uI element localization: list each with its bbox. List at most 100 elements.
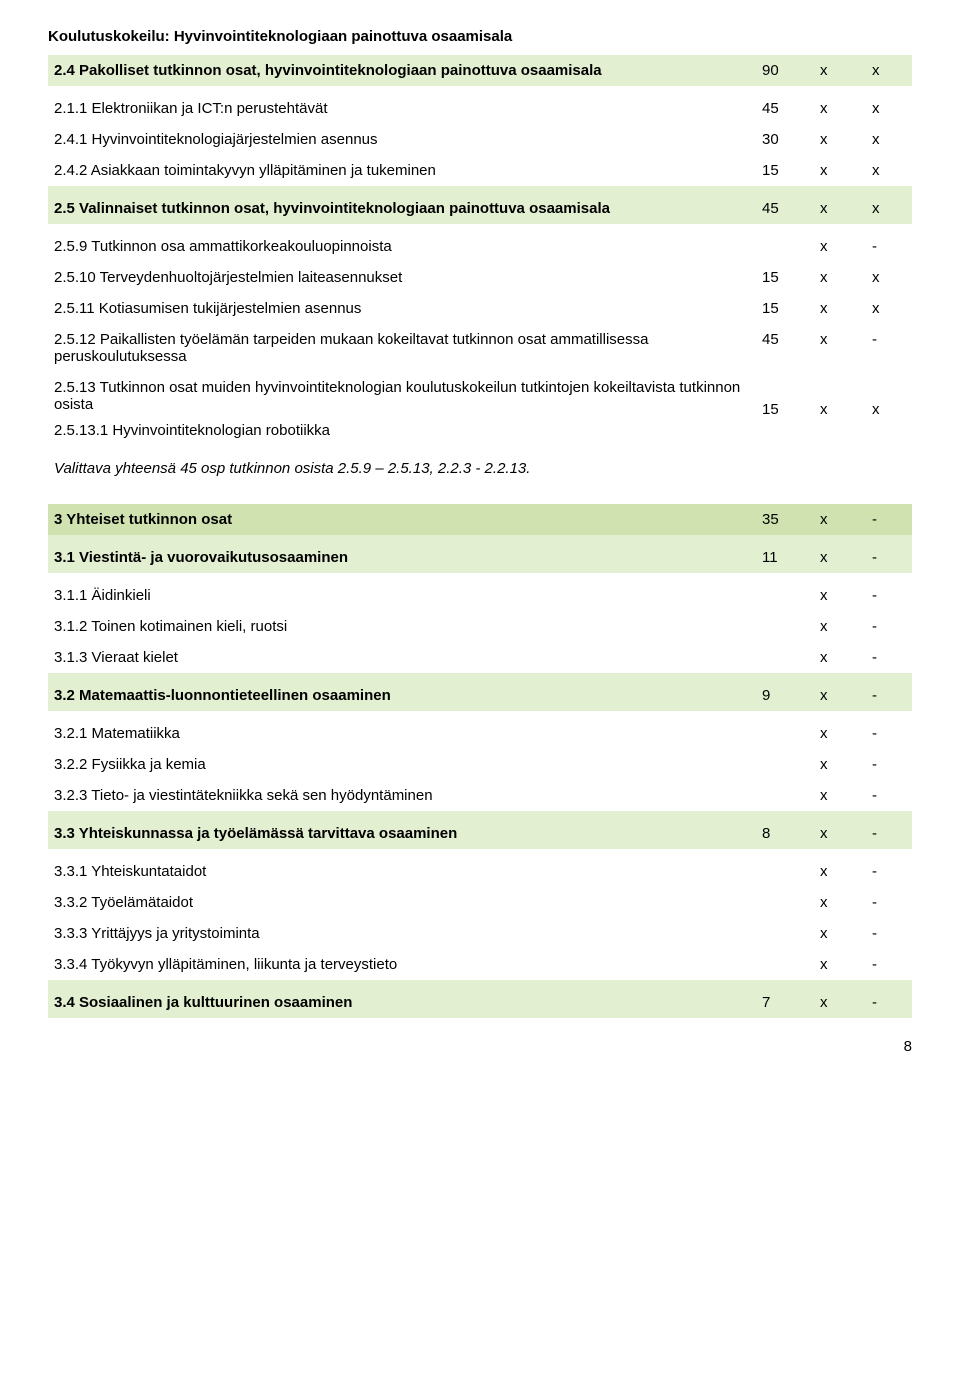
table-row: 2.4.2 Asiakkaan toimintakyvyn ylläpitämi… (48, 155, 912, 186)
row-col3: - (860, 535, 912, 573)
row-col3: - (860, 673, 912, 711)
row-col2: x (808, 262, 860, 293)
row-col3: - (860, 611, 912, 642)
row-col2: x (808, 155, 860, 186)
row-points: 45 (750, 186, 808, 224)
row-col2: x (808, 711, 860, 749)
row-col3: - (860, 887, 912, 918)
row-points (750, 749, 808, 780)
row-label: 3.4 Sosiaalinen ja kulttuurinen osaamine… (48, 980, 750, 1018)
table-row: 3.4 Sosiaalinen ja kulttuurinen osaamine… (48, 980, 912, 1018)
table-row: 3 Yhteiset tutkinnon osat35x- (48, 504, 912, 535)
row-points: 11 (750, 535, 808, 573)
table-row: 3.1.2 Toinen kotimainen kieli, ruotsix- (48, 611, 912, 642)
row-col3: x (860, 55, 912, 86)
row-points: 8 (750, 811, 808, 849)
row-label: 3.1.1 Äidinkieli (48, 573, 750, 611)
row-points: 15 (750, 293, 808, 324)
row-label: 3.1 Viestintä- ja vuorovaikutusosaaminen (48, 535, 750, 573)
row-label: 3.3.1 Yhteiskuntataidot (48, 849, 750, 887)
row-points (750, 887, 808, 918)
row-col2: x (808, 980, 860, 1018)
row-label: 2.1.1 Elektroniikan ja ICT:n perustehtäv… (48, 86, 750, 124)
table-row: 2.5.12 Paikallisten työelämän tarpeiden … (48, 324, 912, 372)
row-col3: - (860, 780, 912, 811)
row-col3: - (860, 573, 912, 611)
row-points: 15 (750, 262, 808, 293)
row-col2: x (808, 642, 860, 673)
row-points: 45 (750, 86, 808, 124)
row-points: 15 (750, 372, 808, 446)
row-col3: - (860, 642, 912, 673)
selection-footnote: Valittava yhteensä 45 osp tutkinnon osis… (48, 446, 750, 484)
row-label: 2.5.13 Tutkinnon osat muiden hyvinvointi… (48, 372, 750, 415)
row-points (750, 611, 808, 642)
table-row: 3.3 Yhteiskunnassa ja työelämässä tarvit… (48, 811, 912, 849)
row-col3: - (860, 980, 912, 1018)
row-col2: x (808, 293, 860, 324)
table-row: 3.2.1 Matematiikkax- (48, 711, 912, 749)
table-row: 3.2.3 Tieto- ja viestintätekniikka sekä … (48, 780, 912, 811)
row-col2: x (808, 55, 860, 86)
row-points (750, 949, 808, 980)
table-row: 3.3.2 Työelämätaidotx- (48, 887, 912, 918)
row-points: 15 (750, 155, 808, 186)
table-row: 2.5.9 Tutkinnon osa ammattikorkeakouluop… (48, 224, 912, 262)
row-points: 7 (750, 980, 808, 1018)
table-row: 3.3.3 Yrittäjyys ja yritystoimintax- (48, 918, 912, 949)
row-label: 3.2.2 Fysiikka ja kemia (48, 749, 750, 780)
table-row: 2.1.1 Elektroniikan ja ICT:n perustehtäv… (48, 86, 912, 124)
table-row: 2.4 Pakolliset tutkinnon osat, hyvinvoin… (48, 55, 912, 86)
table-row: 2.5.11 Kotiasumisen tukijärjestelmien as… (48, 293, 912, 324)
row-label: 2.4 Pakolliset tutkinnon osat, hyvinvoin… (48, 55, 750, 86)
curriculum-table-1: 2.4 Pakolliset tutkinnon osat, hyvinvoin… (48, 55, 912, 484)
row-col2: x (808, 124, 860, 155)
table-row: 3.1 Viestintä- ja vuorovaikutusosaaminen… (48, 535, 912, 573)
row-points (750, 642, 808, 673)
row-label: 3 Yhteiset tutkinnon osat (48, 504, 750, 535)
row-col3: - (860, 849, 912, 887)
row-label: 2.5.11 Kotiasumisen tukijärjestelmien as… (48, 293, 750, 324)
row-col3: - (860, 504, 912, 535)
row-col3: x (860, 262, 912, 293)
table-row: 2.5 Valinnaiset tutkinnon osat, hyvinvoi… (48, 186, 912, 224)
row-label: 2.4.2 Asiakkaan toimintakyvyn ylläpitämi… (48, 155, 750, 186)
row-points (750, 918, 808, 949)
row-col3: x (860, 186, 912, 224)
row-points: 45 (750, 324, 808, 372)
row-label: 3.3.3 Yrittäjyys ja yritystoiminta (48, 918, 750, 949)
row-col2: x (808, 611, 860, 642)
row-points (750, 711, 808, 749)
row-col2: x (808, 224, 860, 262)
page-title: Koulutuskokeilu: Hyvinvointiteknologiaan… (48, 28, 912, 45)
row-label: 3.3 Yhteiskunnassa ja työelämässä tarvit… (48, 811, 750, 849)
row-label: 3.3.2 Työelämätaidot (48, 887, 750, 918)
row-label: 3.1.3 Vieraat kielet (48, 642, 750, 673)
row-col2: x (808, 949, 860, 980)
row-points (750, 224, 808, 262)
row-col2: x (808, 673, 860, 711)
curriculum-table-2: 3 Yhteiset tutkinnon osat35x-3.1 Viestin… (48, 504, 912, 1018)
table-row: 3.1.1 Äidinkieli x- (48, 573, 912, 611)
page-number: 8 (48, 1038, 912, 1055)
row-label: 3.2.1 Matematiikka (48, 711, 750, 749)
row-label: 2.4.1 Hyvinvointiteknologiajärjestelmien… (48, 124, 750, 155)
row-col3: - (860, 811, 912, 849)
row-label: 3.2.3 Tieto- ja viestintätekniikka sekä … (48, 780, 750, 811)
table-row: 3.3.4 Työkyvyn ylläpitäminen, liikunta j… (48, 949, 912, 980)
row-label: 2.5.12 Paikallisten työelämän tarpeiden … (48, 324, 750, 372)
row-col2: x (808, 372, 860, 446)
row-col3: - (860, 224, 912, 262)
row-label: 2.5.9 Tutkinnon osa ammattikorkeakouluop… (48, 224, 750, 262)
row-points: 9 (750, 673, 808, 711)
table-row: 3.3.1 Yhteiskuntataidotx- (48, 849, 912, 887)
row-col2: x (808, 535, 860, 573)
table-row: 3.1.3 Vieraat kielet x- (48, 642, 912, 673)
table-row: 2.4.1 Hyvinvointiteknologiajärjestelmien… (48, 124, 912, 155)
row-col3: - (860, 918, 912, 949)
row-points: 35 (750, 504, 808, 535)
table-row: 3.2.2 Fysiikka ja kemiax- (48, 749, 912, 780)
row-col3: x (860, 155, 912, 186)
row-points: 90 (750, 55, 808, 86)
row-col2: x (808, 573, 860, 611)
